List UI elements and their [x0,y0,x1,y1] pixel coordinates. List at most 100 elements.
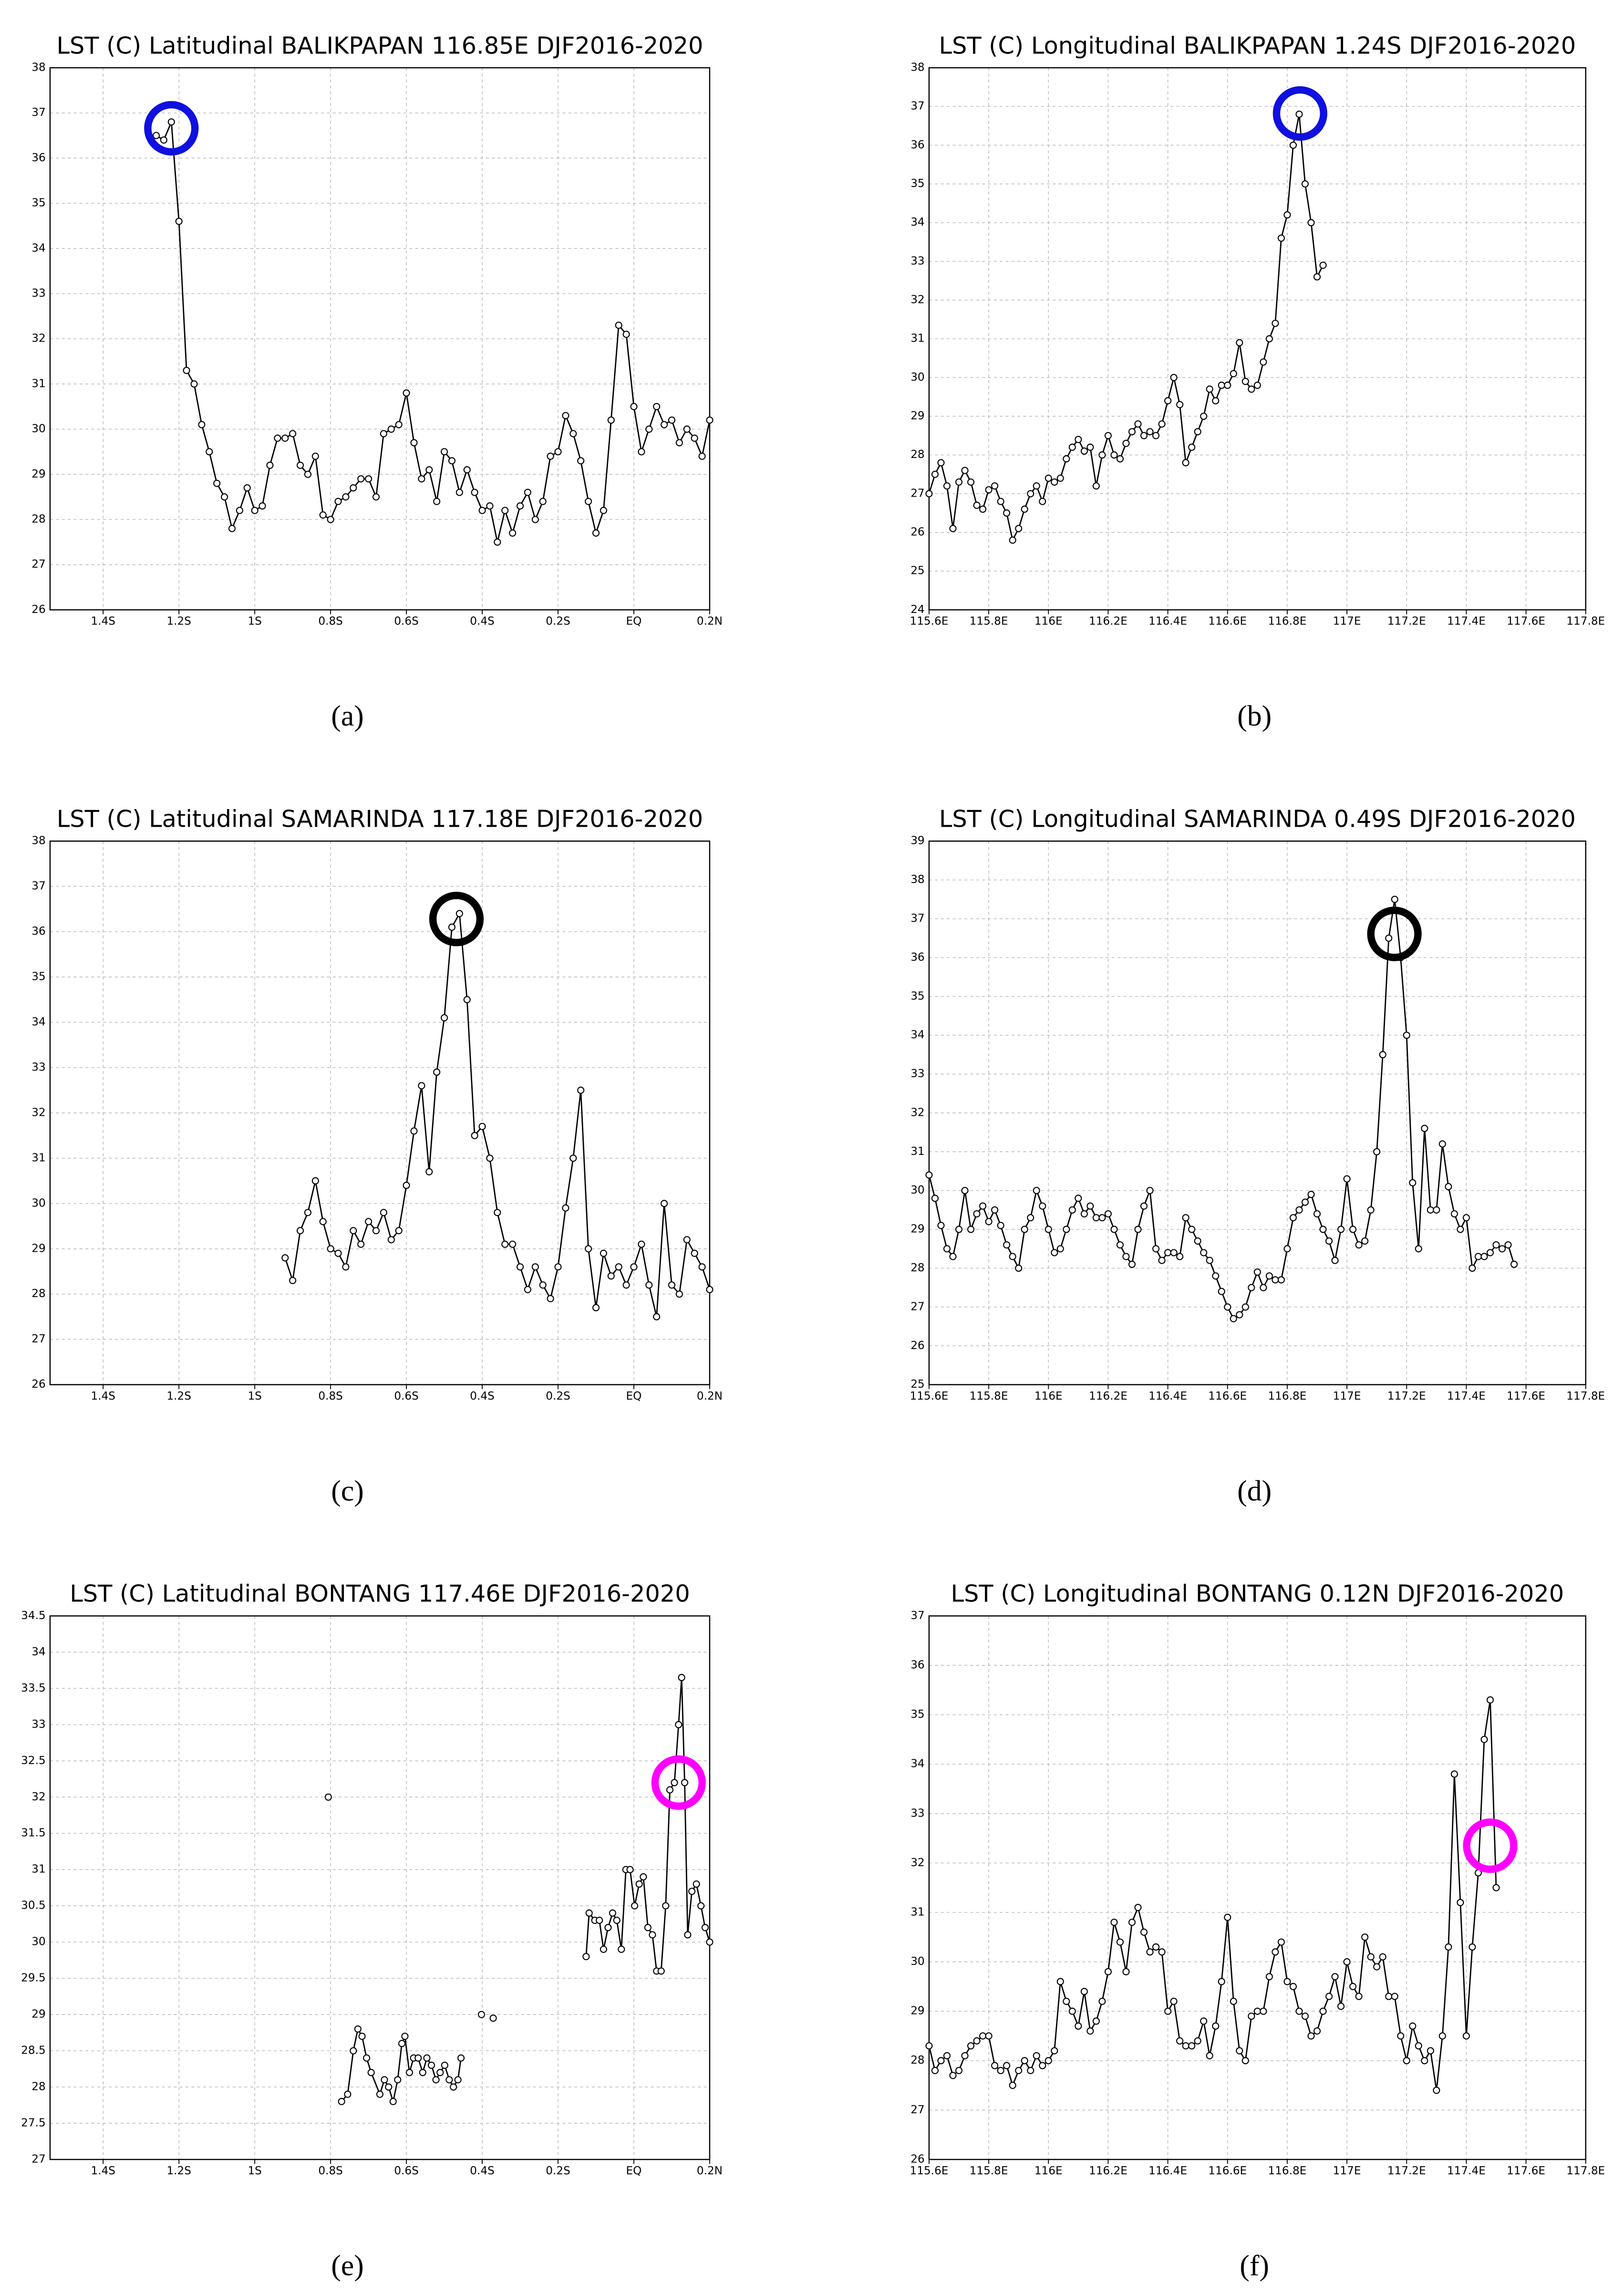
x-tick-label: 117.2E [1387,2165,1426,2177]
data-point [1068,443,1076,451]
data-point [1277,234,1285,242]
data-point [1331,1257,1339,1264]
data-point [1021,1225,1028,1233]
data-point [1045,1225,1052,1233]
data-point [991,2062,999,2069]
y-tick-label: 31 [31,1863,45,1876]
data-point [489,2015,497,2022]
data-point [1504,1241,1512,1249]
data-point [931,2067,939,2075]
x-tick-label: 0.4S [470,615,494,628]
data-point [1110,1919,1118,1926]
data-point [403,389,410,397]
data-point [688,1888,696,1895]
data-point [662,1902,670,1910]
data-point [1063,1225,1070,1233]
panel-caption: (d) [1237,1475,1272,1507]
data-point [1200,412,1208,420]
data-point [1272,320,1279,327]
data-point [1098,451,1106,459]
data-point [1218,382,1225,389]
data-point [1385,1993,1393,2000]
data-point [1009,536,1016,544]
highlight-ring [651,1755,706,1810]
data-point [1158,420,1166,428]
data-point [943,482,951,490]
data-point [1056,1245,1064,1253]
y-tick-label: 29 [31,468,45,480]
y-tick-label: 36 [31,925,45,938]
plot-frame [928,1615,1586,2160]
data-point [1486,1696,1494,1704]
chart-panel: LST (C) Latitudinal SAMARINDA 117.18E DJ… [31,805,723,1507]
data-point [626,1866,634,1873]
x-tick-label: 0.2N [697,1390,723,1402]
data-point [1450,1770,1458,1778]
data-point [1433,2087,1440,2094]
data-point [1200,2017,1208,2025]
x-tick-label: 116.8E [1268,2165,1306,2177]
data-point [289,1277,297,1284]
x-tick-label: 0.2S [546,615,570,628]
data-point [973,2037,981,2045]
y-tick-label: 36 [910,139,924,151]
data-point [1158,1257,1166,1264]
y-tick-label: 32 [910,294,924,306]
data-point [395,1227,403,1235]
data-point [1188,443,1196,451]
data-point [342,1263,350,1271]
data-point [198,421,206,428]
data-point [1015,525,1023,532]
data-point [1272,1276,1279,1284]
data-point [582,1952,590,1961]
data-point [463,996,471,1004]
data-point [645,1281,653,1289]
data-point [1128,1919,1136,1926]
y-tick-label: 34 [31,1016,45,1028]
y-tick-label: 26 [910,1340,924,1352]
data-point [675,1721,683,1728]
data-point [1170,374,1178,381]
data-point [1134,1225,1142,1233]
data-point [160,136,167,144]
data-point [967,2042,975,2050]
data-point [1457,1225,1464,1233]
data-point [592,529,600,537]
data-point [358,2033,366,2040]
y-tick-label: 34 [31,1646,45,1658]
data-point [1122,1253,1130,1260]
data-point [547,452,554,460]
x-tick-label: 116.2E [1089,1390,1127,1402]
data-point [678,1674,685,1682]
data-point [372,493,380,501]
data-point [1152,432,1160,439]
data-point [1140,432,1148,439]
data-point [1301,1198,1309,1206]
x-tick-label: EQ [626,2165,642,2177]
data-point [509,529,517,537]
chart-title: LST (C) Longitudinal SAMARINDA 0.49S DJF… [939,805,1576,832]
data-point [569,1154,577,1162]
y-tick-label: 37 [31,880,45,893]
data-point [357,475,365,483]
chart-panel: LST (C) Longitudinal BALIKPAPAN 1.24S DJ… [910,31,1605,732]
y-tick-label: 30 [31,1936,45,1948]
data-point [539,498,547,505]
data-point [1319,2007,1327,2015]
data-point [354,2025,362,2033]
chart-title: LST (C) Longitudinal BONTANG 0.12N DJF20… [951,1580,1564,1608]
data-point [997,498,1004,505]
data-point [1301,2012,1309,2020]
data-point [949,1253,957,1260]
data-point [607,1272,615,1280]
data-point [1194,1237,1201,1245]
y-tick-label: 33 [31,287,45,300]
data-point [1421,2057,1428,2065]
data-point [604,1924,612,1932]
data-point [1140,1202,1148,1210]
data-point [653,1313,661,1320]
data-point [1230,1997,1237,2005]
plot-frame [928,67,1586,611]
data-point [1415,2042,1422,2050]
data-point [1218,1978,1225,1985]
